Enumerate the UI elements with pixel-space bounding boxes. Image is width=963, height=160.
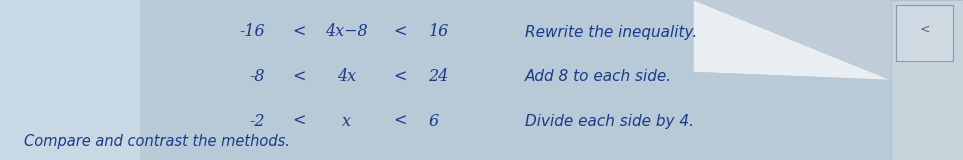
Text: -16: -16 [239,24,265,40]
FancyBboxPatch shape [896,5,953,61]
Text: x: x [342,113,351,130]
Text: 4x−8: 4x−8 [325,24,368,40]
Text: <: < [292,24,305,40]
Text: Add 8 to each side.: Add 8 to each side. [525,69,672,84]
Text: <: < [393,24,406,40]
Polygon shape [693,0,891,80]
Text: Rewrite the inequality.: Rewrite the inequality. [525,24,697,40]
Polygon shape [693,0,891,80]
Text: <: < [292,113,305,130]
Text: <: < [292,68,305,85]
Text: <: < [920,22,929,35]
FancyBboxPatch shape [0,0,140,160]
Text: Compare and contrast the methods.: Compare and contrast the methods. [24,134,290,149]
Text: 16: 16 [429,24,449,40]
Text: 24: 24 [429,68,449,85]
Text: 4x: 4x [337,68,356,85]
Text: 6: 6 [429,113,439,130]
FancyBboxPatch shape [891,0,963,160]
Polygon shape [693,0,891,80]
Text: <: < [393,113,406,130]
Text: -2: -2 [249,113,265,130]
Text: <: < [393,68,406,85]
Text: -8: -8 [249,68,265,85]
Text: Divide each side by 4.: Divide each side by 4. [525,114,693,129]
